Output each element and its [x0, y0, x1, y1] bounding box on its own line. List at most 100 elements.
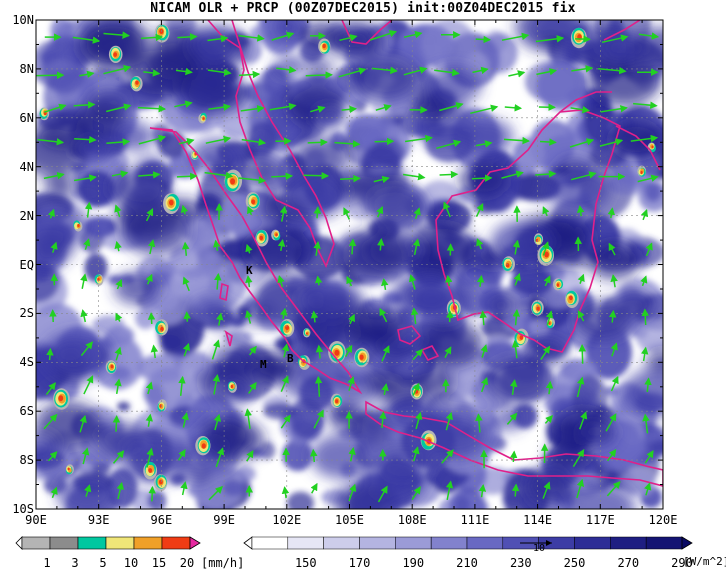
wind-vector [402, 172, 426, 181]
wind-vector [570, 105, 590, 114]
olr-bar-segment [395, 536, 432, 550]
wind-vector [303, 171, 330, 180]
wind-vector [599, 138, 624, 147]
wind-vector [47, 451, 58, 462]
wind-vector [610, 375, 619, 392]
wind-vector [478, 483, 487, 498]
map-plot-area: K M B [36, 20, 663, 509]
olr-blob [638, 181, 663, 212]
wind-vector [145, 413, 154, 427]
wind-vector [276, 66, 297, 74]
wind-vector [208, 103, 232, 111]
wind-vector [577, 273, 585, 284]
wind-vector [610, 342, 618, 357]
map-gridlines [36, 20, 663, 509]
wind-vector [571, 65, 594, 73]
wind-vector [150, 344, 159, 359]
wind-vector [178, 138, 195, 146]
wind-vector [146, 447, 154, 468]
wind-vector [640, 275, 648, 287]
wind-vector [501, 170, 524, 179]
precip-cell [148, 468, 153, 473]
wind-vector [412, 446, 420, 462]
coastlines [149, 20, 663, 487]
wind-vector [375, 104, 392, 112]
wind-vector [434, 68, 460, 77]
precip-cell [135, 80, 139, 85]
wind-vector [412, 348, 424, 361]
wind-vector [644, 482, 652, 496]
precip-bar-segment [105, 536, 135, 550]
wind-vector [341, 105, 358, 114]
olr-blob [421, 20, 477, 73]
olr-blob [538, 125, 553, 136]
wind-vector [501, 32, 530, 41]
wind-vector [576, 478, 585, 499]
olr-blob-dark [399, 272, 459, 314]
olr-blob [529, 318, 550, 337]
map-ticks [35, 19, 664, 510]
lat-label: 10N [12, 13, 34, 27]
olr-blob-dark [278, 352, 350, 402]
olr-blob-dark [293, 136, 350, 177]
precip-cell [640, 170, 643, 175]
wind-vector [271, 31, 295, 41]
olr-blob-dark [36, 401, 103, 449]
olr-blob [105, 325, 135, 346]
wind-vector [445, 274, 453, 287]
olr-blob [370, 139, 406, 167]
olr-blob-dark [189, 137, 244, 175]
olr-tick-label: 170 [349, 556, 371, 570]
wind-vector [241, 138, 267, 146]
wind-vector [205, 135, 232, 144]
olr-blob-dark [564, 482, 636, 509]
wind-vector [642, 413, 650, 434]
wind-vector [338, 67, 367, 78]
wind-vector [571, 171, 597, 181]
olr-blob-dark [579, 419, 616, 446]
coast-sumatra [149, 127, 363, 395]
olr-blob-dark [405, 223, 477, 274]
wind-vector [413, 207, 421, 219]
olr-blob [241, 82, 278, 103]
wind-vector [115, 312, 123, 322]
olr-bar-left-arrow [243, 536, 253, 550]
olr-colorbar: 150 170 190 210 230 250 270 290 [243, 536, 693, 570]
lat-label: 4S [19, 355, 34, 370]
precip-unit-label: [mm/h] [201, 556, 245, 570]
wind-vector [644, 450, 654, 464]
precip-cell [251, 199, 256, 205]
olr-blob-dark [310, 434, 373, 479]
wind-vector [37, 138, 65, 146]
olr-blob-dark [476, 248, 505, 269]
wind-vector [607, 207, 616, 219]
wind-vector [347, 376, 355, 391]
wind-vector [138, 134, 167, 145]
olr-bar-segment [251, 536, 289, 550]
wind-vector [313, 206, 322, 219]
wind-vector [578, 411, 588, 430]
wind-vector [43, 413, 58, 430]
wind-vector [535, 35, 565, 43]
wind-vector [145, 207, 154, 222]
precip-bar-segment [77, 536, 107, 550]
wind-vector [412, 382, 420, 396]
wind-vector [540, 345, 551, 361]
wind-vector [445, 411, 454, 431]
coast-malay-peninsula [207, 20, 335, 269]
wind-vector [644, 377, 652, 393]
wind-vector [408, 274, 417, 290]
wind-vector [600, 105, 628, 113]
wind-vector [147, 312, 156, 325]
wind-vector [103, 31, 130, 39]
precip-cell [334, 349, 340, 356]
wind-vector [183, 311, 191, 322]
olr-blob-dark [417, 320, 484, 367]
precip-cell [651, 145, 654, 149]
wind-vector [475, 140, 493, 148]
wind-vector [112, 415, 121, 432]
precip-bar-segment [49, 536, 79, 550]
wind-vector [74, 135, 97, 144]
wind-vector [377, 238, 385, 251]
wind-vector [415, 411, 423, 430]
